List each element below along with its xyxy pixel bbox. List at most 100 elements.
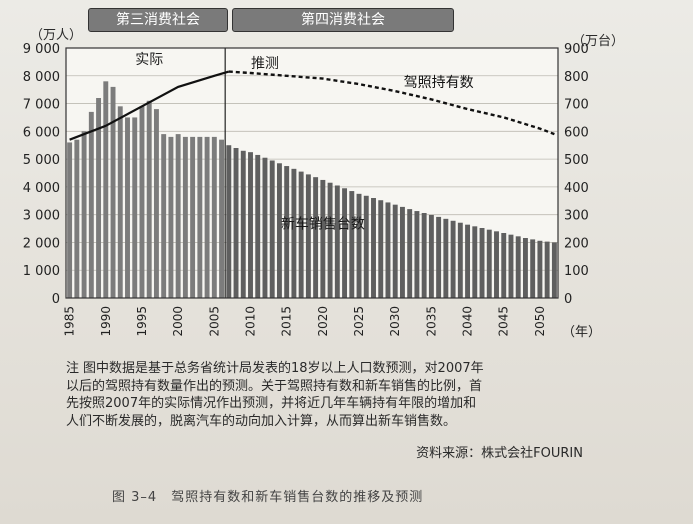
chart-note: 注图中数据是基于总务省统计局发表的18岁以上人口数预测，对2007年 以后的驾照… bbox=[66, 360, 586, 430]
bar bbox=[320, 179, 326, 298]
bar bbox=[81, 131, 87, 298]
bar bbox=[248, 152, 253, 298]
era-label-third: 第三消费社会 bbox=[88, 8, 228, 32]
bar bbox=[305, 174, 311, 298]
left-axis-unit: （万人） bbox=[30, 28, 83, 43]
x-tick-label: 2020 bbox=[316, 306, 330, 337]
bar bbox=[530, 239, 536, 298]
figure-title: 驾照持有数和新车销售台数的推移及预测 bbox=[171, 490, 424, 505]
bar bbox=[428, 214, 434, 298]
chart-svg: 0 1 000 2 000 3 000 4 000 5 000 6 000 7 000 8 00… bbox=[23, 42, 601, 340]
bar bbox=[88, 111, 94, 298]
left-tick-label: 2 000 bbox=[23, 236, 60, 251]
bar bbox=[67, 142, 73, 298]
bar bbox=[486, 229, 492, 298]
bar bbox=[414, 211, 420, 298]
bar bbox=[74, 139, 80, 298]
right-tick-label: 300 bbox=[564, 209, 589, 224]
bar bbox=[407, 209, 413, 298]
bar bbox=[515, 236, 521, 298]
bar bbox=[544, 241, 550, 298]
bar bbox=[182, 136, 188, 298]
x-tick-label: 2035 bbox=[424, 306, 438, 337]
bar bbox=[327, 182, 333, 298]
right-tick-label: 100 bbox=[564, 264, 589, 279]
bar bbox=[551, 242, 557, 298]
bar bbox=[457, 222, 463, 298]
era-label-fourth: 第四消费社会 bbox=[232, 8, 454, 32]
bar bbox=[313, 177, 319, 298]
bar bbox=[363, 195, 369, 298]
bar-series-label: 新车销售台数 bbox=[281, 216, 365, 233]
data-source: 资料来源：株式会社FOURIN bbox=[416, 446, 583, 461]
x-tick-label: 2010 bbox=[244, 306, 258, 337]
bar bbox=[501, 233, 507, 298]
x-tick-label: 1995 bbox=[135, 306, 149, 337]
left-tick-label: 5 000 bbox=[23, 153, 60, 168]
x-tick-label: 2045 bbox=[497, 306, 511, 337]
line-series-label: 驾照持有数 bbox=[404, 75, 474, 91]
x-tick-label: 1985 bbox=[63, 306, 77, 337]
license-line-forecast bbox=[228, 70, 555, 136]
note-line-1: 图中数据是基于总务省统计局发表的18岁以上人口数预测，对2007年 bbox=[83, 361, 484, 376]
x-tick-label: 2005 bbox=[207, 306, 221, 337]
bar bbox=[168, 136, 174, 298]
note-line-2: 以后的驾照持有数量作出的预测。关于驾照持有数和新车销售的比例，首 bbox=[66, 378, 483, 394]
left-tick-label: 9 000 bbox=[23, 42, 60, 57]
x-tick-label: 2000 bbox=[171, 306, 185, 337]
left-tick-label: 4 000 bbox=[23, 181, 60, 196]
bar bbox=[110, 86, 116, 298]
bar bbox=[421, 213, 427, 298]
bar bbox=[146, 100, 152, 298]
left-tick-label: 7 000 bbox=[23, 98, 60, 113]
right-axis-unit: （万台） bbox=[572, 34, 625, 49]
x-tick-label: 2015 bbox=[280, 306, 294, 337]
bar bbox=[226, 145, 232, 298]
left-tick-label: 0 bbox=[52, 292, 60, 307]
bar bbox=[349, 191, 355, 298]
bar bbox=[342, 188, 348, 298]
bar bbox=[161, 134, 167, 298]
x-tick-label: 2040 bbox=[461, 306, 475, 337]
x-tick-label: 2030 bbox=[388, 306, 402, 337]
bar bbox=[436, 216, 442, 298]
figure-number: 图 3–4 bbox=[112, 490, 158, 505]
bar bbox=[269, 160, 275, 298]
bar bbox=[385, 202, 391, 298]
bar bbox=[211, 136, 217, 298]
bar bbox=[233, 148, 239, 298]
right-tick-label: 800 bbox=[564, 70, 589, 85]
bar bbox=[197, 136, 203, 298]
right-tick-label: 400 bbox=[564, 181, 589, 196]
bar bbox=[465, 224, 471, 298]
bar bbox=[508, 234, 514, 298]
bar bbox=[537, 240, 543, 298]
bar bbox=[334, 185, 340, 298]
left-tick-label: 3 000 bbox=[23, 209, 60, 224]
plot-frame bbox=[65, 47, 559, 299]
bar bbox=[472, 226, 478, 298]
bar bbox=[153, 109, 159, 298]
right-tick-label: 600 bbox=[564, 125, 589, 140]
bar bbox=[443, 218, 449, 298]
bar bbox=[291, 168, 297, 298]
bar bbox=[103, 81, 109, 298]
bar bbox=[125, 117, 130, 298]
bar bbox=[522, 238, 528, 298]
bar bbox=[175, 134, 181, 298]
x-tick-label: 2050 bbox=[533, 306, 547, 337]
bar bbox=[392, 204, 398, 298]
note-line-4: 人们不断发展的，脱离汽车的动向加入计算，从而算出新车销售数。 bbox=[66, 413, 457, 429]
x-tick-label: 1990 bbox=[99, 306, 113, 337]
left-tick-label: 6 000 bbox=[23, 125, 60, 140]
section-label-actual: 实际 bbox=[135, 52, 163, 68]
right-tick-label: 0 bbox=[564, 292, 572, 307]
left-tick-label: 1 000 bbox=[23, 264, 60, 279]
x-tick-label: 2025 bbox=[352, 306, 366, 337]
license-line-actual bbox=[69, 70, 230, 141]
bar bbox=[219, 139, 225, 298]
bar bbox=[139, 106, 145, 298]
left-tick-label: 8 000 bbox=[23, 70, 60, 85]
bar bbox=[240, 150, 246, 298]
